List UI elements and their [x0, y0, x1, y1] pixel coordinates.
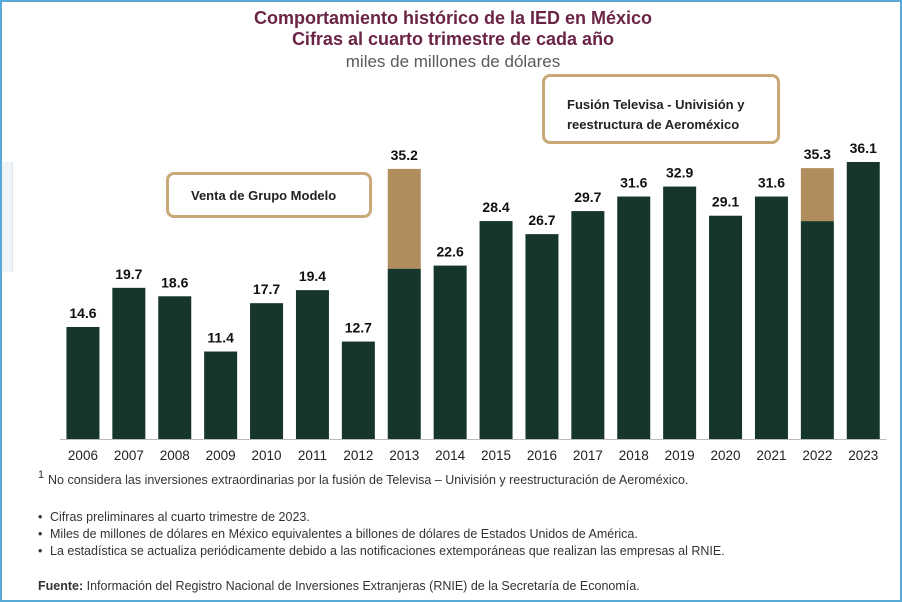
x-tick-2016: 2016 — [527, 448, 557, 463]
data-label-2008: 18.6 — [161, 274, 188, 290]
bar-2022 — [800, 221, 834, 439]
x-tick-2015: 2015 — [481, 448, 511, 463]
data-label-2010: 17.7 — [253, 281, 280, 297]
data-label-2019: 32.9 — [666, 165, 693, 181]
footnote-text: No considera las inversiones extraordina… — [48, 473, 689, 487]
x-tick-2014: 2014 — [435, 448, 466, 463]
x-tick-2023: 2023 — [848, 448, 878, 463]
chart-title-line2: Cifras al cuarto trimestre de cada año — [291, 29, 615, 49]
bar-extraordinary-2013 — [387, 168, 421, 269]
data-label-2013: 35.2 — [391, 147, 418, 163]
bar-2020 — [709, 215, 743, 439]
note-item: La estadística se actualiza periódicamen… — [38, 543, 888, 560]
data-label-2007: 19.7 — [115, 266, 142, 282]
bar-extraordinary-2022 — [800, 168, 834, 222]
notes-list: Cifras preliminares al cuarto trimestre … — [38, 509, 888, 560]
data-label-2018: 31.6 — [620, 175, 647, 191]
callout-televisa-line2: reestructura de Aeroméxico — [567, 117, 740, 132]
chart-subtitle: miles de millones de dólares — [345, 52, 561, 71]
data-label-2020: 29.1 — [712, 194, 739, 210]
x-tick-2011: 2011 — [298, 448, 327, 463]
x-tick-2012: 2012 — [343, 448, 373, 463]
bar-2011 — [295, 290, 329, 439]
x-tick-2010: 2010 — [252, 448, 282, 463]
x-tick-2022: 2022 — [802, 448, 832, 463]
x-tick-2007: 2007 — [114, 448, 144, 463]
footnote: 1 No considera las inversiones extraordi… — [38, 469, 888, 489]
bar-2017 — [571, 211, 605, 439]
x-tick-2013: 2013 — [389, 448, 419, 463]
bar-2008 — [158, 296, 192, 439]
x-tick-2021: 2021 — [756, 448, 786, 463]
callout-grupo-modelo-text: Venta de Grupo Modelo — [191, 188, 337, 203]
edge-shadow — [2, 162, 13, 272]
bar-2018 — [617, 196, 651, 439]
data-label-2009: 11.4 — [207, 330, 234, 346]
bar-2006 — [66, 326, 100, 439]
data-label-2021: 31.6 — [758, 175, 785, 191]
footnote-marker: 1 — [38, 469, 45, 481]
bar-2023 — [846, 162, 880, 439]
data-label-2015: 28.4 — [482, 199, 509, 215]
data-label-2006: 14.6 — [69, 305, 96, 321]
source-text: Información del Registro Nacional de Inv… — [86, 579, 640, 593]
source-note: Fuente: Información del Registro Naciona… — [38, 578, 888, 595]
x-tick-2008: 2008 — [160, 448, 190, 463]
x-tick-2006: 2006 — [68, 448, 98, 463]
data-label-2016: 26.7 — [528, 212, 555, 228]
data-label-2011: 19.4 — [299, 268, 326, 284]
data-label-2014: 22.6 — [437, 244, 464, 260]
x-tick-2018: 2018 — [619, 448, 649, 463]
bar-2021 — [754, 196, 788, 439]
bar-2015 — [479, 221, 513, 439]
bar-2010 — [250, 303, 284, 439]
callout-grupo-modelo: Venta de Grupo Modelo — [166, 172, 372, 218]
bar-2019 — [663, 186, 697, 439]
x-tick-2019: 2019 — [665, 448, 695, 463]
chart-notes: 1 No considera las inversiones extraordi… — [38, 469, 888, 595]
callout-televisa-line1: Fusión Televisa - Univisión y — [567, 97, 745, 112]
note-item: Cifras preliminares al cuarto trimestre … — [38, 509, 888, 526]
bar-2009 — [204, 351, 238, 439]
data-label-2023: 36.1 — [850, 140, 877, 156]
data-label-2017: 29.7 — [574, 189, 601, 205]
x-tick-2009: 2009 — [206, 448, 236, 463]
bar-2012 — [341, 341, 375, 439]
data-label-2012: 12.7 — [345, 320, 372, 336]
note-item: Miles de millones de dólares en México e… — [38, 526, 888, 543]
data-label-2022: 35.3 — [804, 146, 831, 162]
bar-2014 — [433, 265, 467, 439]
x-tick-2020: 2020 — [711, 448, 741, 463]
callout-televisa: Fusión Televisa - Univisión y reestructu… — [542, 74, 780, 144]
bar-2013 — [387, 268, 421, 439]
x-tick-2017: 2017 — [573, 448, 603, 463]
source-label: Fuente: — [38, 579, 84, 593]
chart-title: Comportamiento histórico de la IED en Mé… — [253, 8, 653, 28]
bar-2016 — [525, 234, 559, 439]
bar-2007 — [112, 287, 146, 439]
